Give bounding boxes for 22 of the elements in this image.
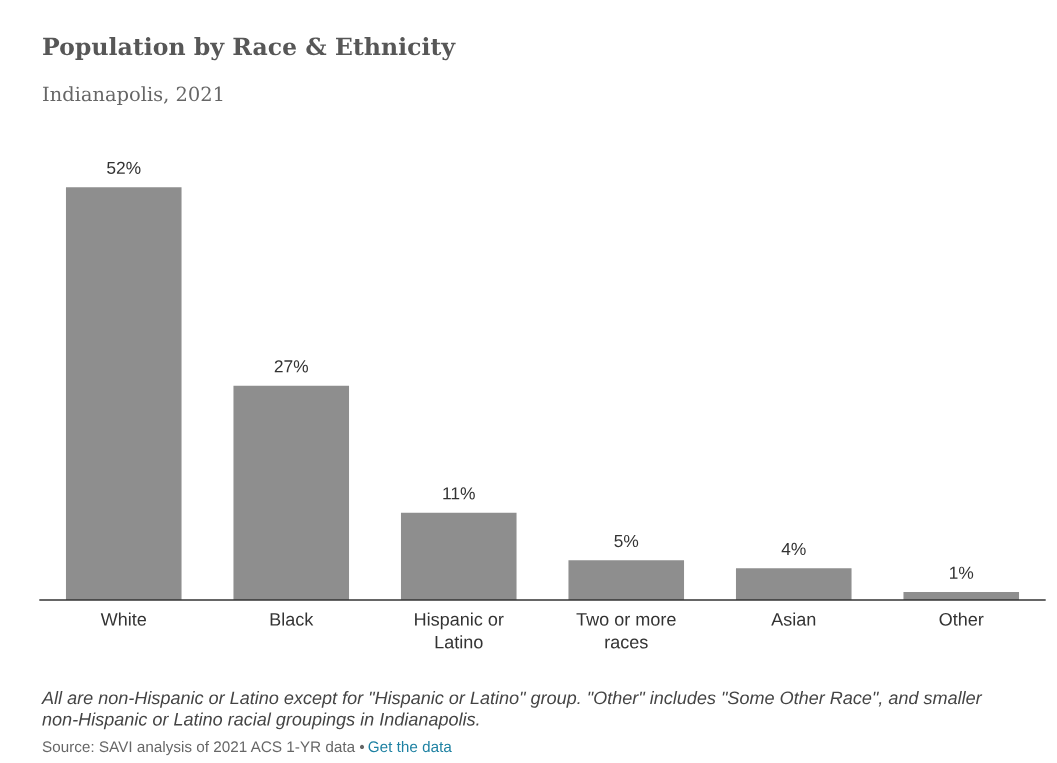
bar bbox=[233, 385, 350, 600]
x-tick-label: Two or more races bbox=[576, 613, 676, 649]
x-tick-label: Other bbox=[939, 612, 984, 626]
x-tick-label: Hispanic or Latino bbox=[415, 612, 504, 649]
data-label: 5% bbox=[614, 534, 639, 548]
bar bbox=[568, 560, 685, 600]
x-tick-label: Asian bbox=[771, 612, 816, 626]
source-note: Source: SAVI analysis of 2021 ACS 1-YR data • bbox=[42, 740, 365, 756]
chart-subtitle: Indianapolis, 2021 bbox=[43, 86, 223, 106]
bar bbox=[735, 568, 852, 600]
text: Get the data bbox=[368, 740, 452, 753]
bar bbox=[400, 512, 517, 600]
chart-title: Population by Race & Ethnicity bbox=[43, 37, 456, 61]
data-label: 11% bbox=[443, 487, 475, 500]
data-label: 52% bbox=[107, 161, 141, 174]
data-label: 4% bbox=[781, 542, 806, 556]
x-tick-label: Black bbox=[270, 612, 314, 626]
text: All are non-Hispanic or Latino except for "Hispanic or Latino" group. "Other" includes "Some Other Race", and smaller non-Hispanic or Latino racial groupings in Indianapolis. bbox=[41, 691, 983, 730]
x-tick-label: White bbox=[100, 612, 147, 626]
data-label: 27% bbox=[274, 360, 309, 373]
bar bbox=[65, 187, 182, 600]
data-label: 1% bbox=[950, 566, 974, 579]
